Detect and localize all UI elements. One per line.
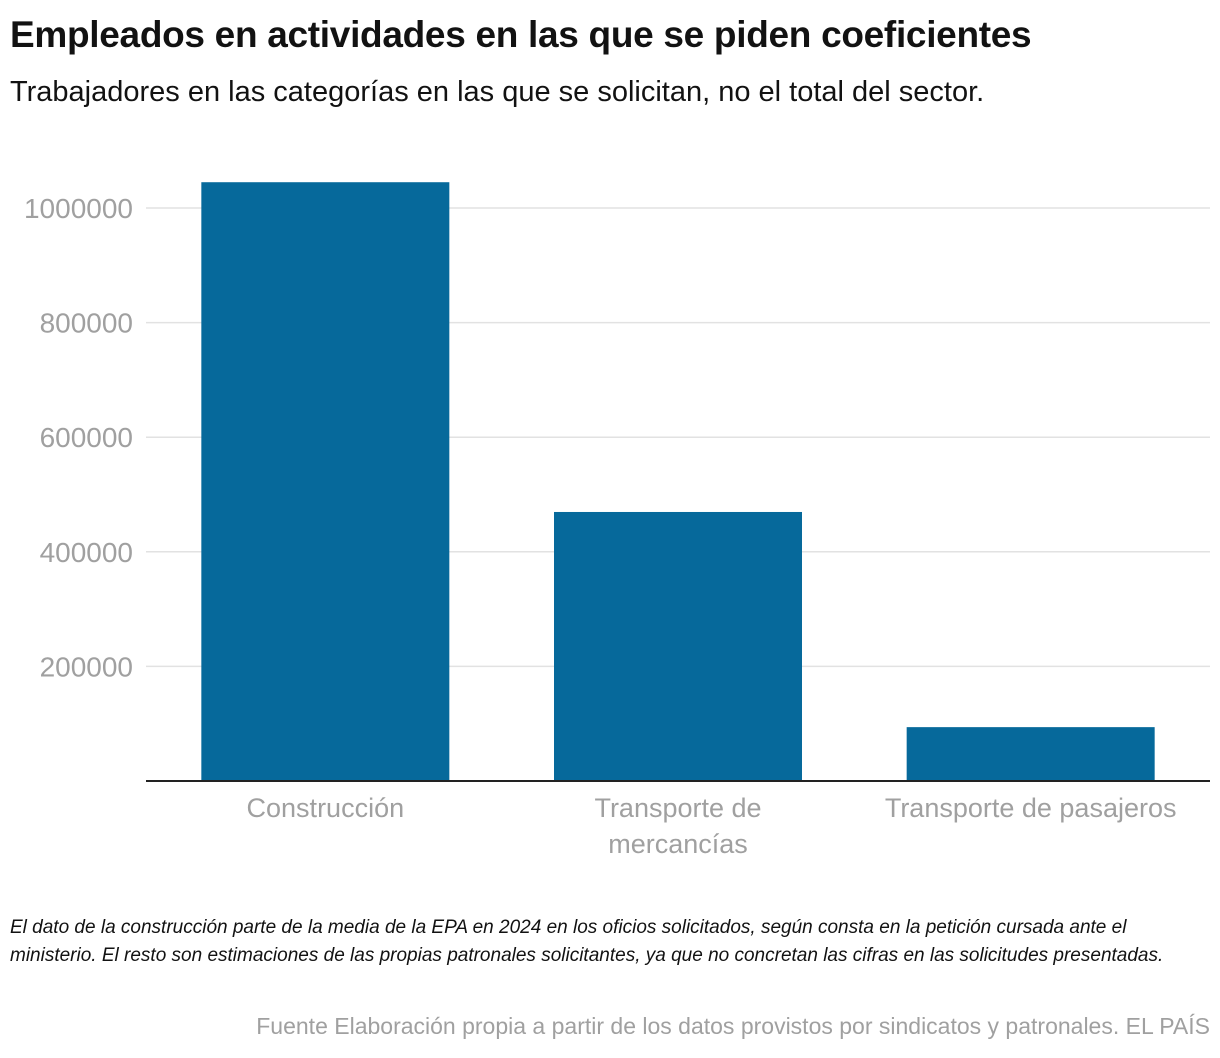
y-tick-label: 600000	[40, 422, 133, 453]
bar	[906, 727, 1155, 781]
y-tick-label: 1000000	[24, 193, 133, 224]
chart-subtitle: Trabajadores en las categorías en las qu…	[10, 76, 985, 108]
x-tick-label: Construcción	[247, 793, 405, 823]
x-tick-label: mercancías	[608, 829, 748, 859]
chart-source: Fuente Elaboración propia a partir de lo…	[256, 1013, 1210, 1039]
chart-title: Empleados en actividades en las que se p…	[10, 14, 1032, 55]
bar	[201, 182, 450, 782]
bar	[554, 511, 802, 781]
x-tick-label: Transporte de	[594, 793, 761, 823]
y-tick-label: 200000	[40, 651, 133, 682]
y-tick-label: 800000	[40, 308, 133, 339]
y-tick-label: 400000	[40, 537, 133, 568]
x-tick-label: Transporte de pasajeros	[885, 793, 1177, 823]
chart-note: El dato de la construcción parte de la m…	[10, 917, 1164, 966]
